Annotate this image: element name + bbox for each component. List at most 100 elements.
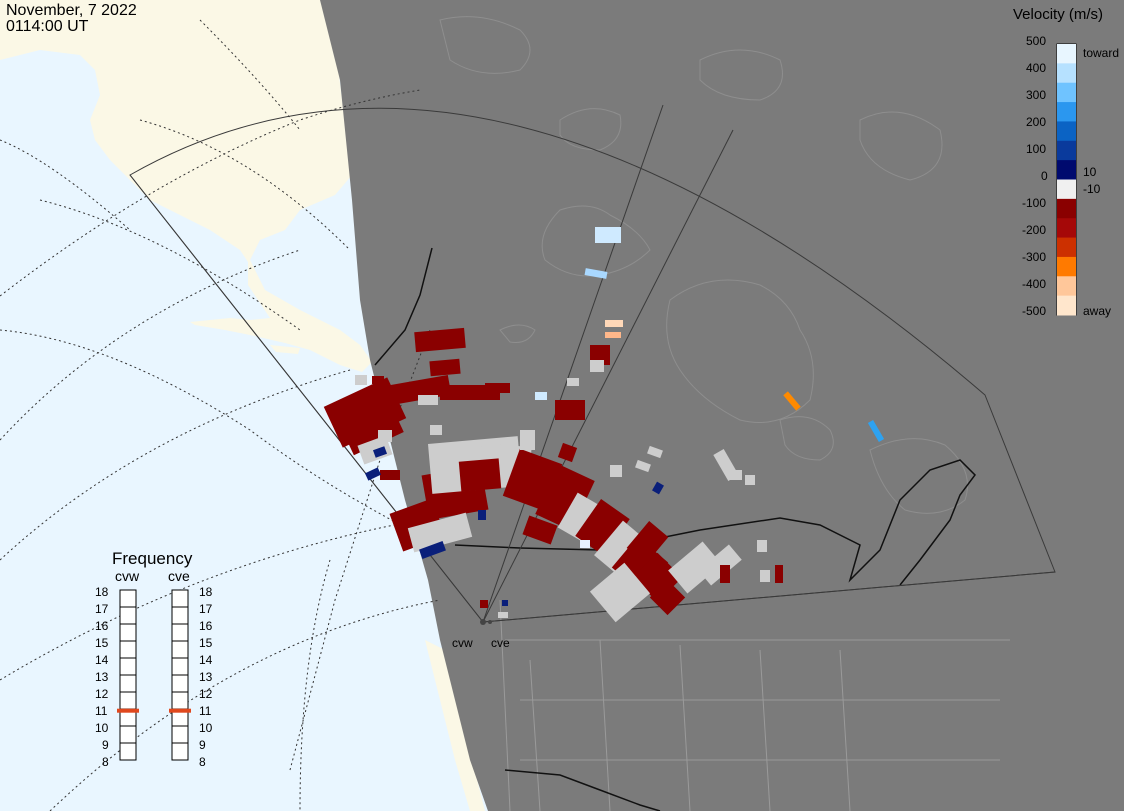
scatter-cell bbox=[647, 445, 663, 459]
velocity-cells bbox=[323, 227, 885, 623]
scatter-cell bbox=[407, 512, 473, 553]
scatter-cell bbox=[635, 459, 651, 473]
scatter-cell bbox=[522, 515, 558, 545]
scatter-cell bbox=[341, 404, 404, 456]
frequency-scale-label: 12 bbox=[95, 687, 109, 701]
scatter-cell bbox=[414, 327, 466, 353]
colorbar-tick: 300 bbox=[1026, 88, 1047, 102]
scatter-cell bbox=[745, 475, 755, 485]
scatter-cell bbox=[652, 481, 664, 495]
scatter-cell bbox=[380, 470, 400, 480]
frequency-scale-label: 18 bbox=[95, 585, 109, 599]
scatter-cell bbox=[595, 227, 621, 243]
scatter-cell bbox=[418, 395, 438, 405]
colorbar-title: Velocity (m/s) bbox=[1013, 6, 1104, 23]
scatter-cell bbox=[458, 458, 502, 492]
scatter-cell bbox=[498, 612, 508, 618]
frequency-scale-label: 18 bbox=[199, 585, 213, 599]
scatter-cell bbox=[555, 400, 585, 420]
radar-label-cvw: cvw bbox=[452, 636, 473, 650]
scatter-cell bbox=[590, 360, 604, 372]
frequency-scale-label: 14 bbox=[95, 653, 109, 667]
frequency-radar-label: cve bbox=[168, 568, 190, 584]
scatter-cell bbox=[610, 465, 622, 477]
frequency-scale-label: 11 bbox=[199, 704, 212, 718]
scatter-cell bbox=[605, 320, 623, 327]
colorbar-band bbox=[1057, 295, 1076, 316]
scatter-cell bbox=[502, 600, 508, 606]
scatter-cell bbox=[372, 446, 388, 458]
radar-site-marker bbox=[488, 620, 492, 624]
colorbar-tick: -200 bbox=[1022, 223, 1047, 237]
colorbar-tick: 0 bbox=[1041, 169, 1048, 183]
scatter-cell bbox=[605, 332, 621, 338]
frequency-scale-label: 13 bbox=[95, 670, 109, 684]
scatter-cell bbox=[535, 464, 595, 531]
scatter-cell bbox=[760, 570, 770, 582]
frequency-scale-label: 15 bbox=[95, 636, 109, 650]
scatter-cell bbox=[730, 470, 742, 480]
colorbar-tick: -300 bbox=[1022, 250, 1047, 264]
scatter-cell bbox=[580, 540, 590, 548]
colorbar-tick: 500 bbox=[1026, 34, 1047, 48]
scatter-cell bbox=[372, 376, 384, 384]
frequency-indicator bbox=[117, 708, 139, 713]
scatter-cell bbox=[589, 562, 651, 623]
colorbar-away-label: away bbox=[1083, 304, 1112, 318]
frequency-scale-label: 11 bbox=[95, 704, 108, 718]
land-day-coast bbox=[425, 640, 485, 811]
coastlines bbox=[439, 16, 968, 514]
scatter-cell bbox=[429, 358, 461, 377]
colorbar-band bbox=[1057, 63, 1076, 84]
scatter-cell bbox=[720, 565, 730, 583]
scatter-cell bbox=[430, 425, 442, 435]
frequency-scale-label: 16 bbox=[199, 619, 213, 633]
frequency-scale-label: 9 bbox=[199, 738, 206, 752]
colorbar-toward-label: toward bbox=[1083, 46, 1120, 60]
scatter-cell bbox=[355, 375, 367, 385]
colorbar-band bbox=[1057, 218, 1076, 239]
scatter-cell bbox=[485, 383, 510, 393]
scatter-cell bbox=[567, 378, 579, 386]
frequency-scale-label: 15 bbox=[199, 636, 213, 650]
scatter-cell bbox=[584, 268, 608, 279]
scatter-cell bbox=[867, 419, 885, 443]
colorbar-tick: -100 bbox=[1022, 196, 1047, 210]
colorbar-band bbox=[1057, 44, 1076, 64]
frequency-scale-label: 13 bbox=[199, 670, 213, 684]
radar-label-cve: cve bbox=[491, 636, 510, 650]
colorbar-tick: -500 bbox=[1022, 304, 1047, 318]
frequency-scale-label: 16 bbox=[95, 619, 109, 633]
frequency-title: Frequency bbox=[112, 549, 193, 568]
frequency-bars bbox=[117, 589, 191, 761]
scatter-cell bbox=[480, 600, 488, 608]
scatter-cell bbox=[378, 430, 392, 442]
velocity-colorbar bbox=[1056, 43, 1077, 316]
us-canada-border bbox=[454, 459, 976, 586]
scatter-cell bbox=[557, 442, 578, 463]
frequency-indicator bbox=[169, 708, 191, 713]
scatter-cell bbox=[757, 540, 767, 552]
colorbar-band bbox=[1057, 121, 1076, 142]
frequency-scale-label: 14 bbox=[199, 653, 213, 667]
frequency-radar-label: cvw bbox=[115, 568, 140, 584]
colorbar-band bbox=[1057, 276, 1076, 297]
colorbar-band bbox=[1057, 237, 1076, 258]
frequency-scale-label: 10 bbox=[199, 721, 213, 735]
date-label: November, 7 2022 bbox=[6, 2, 137, 19]
land-day-island bbox=[270, 345, 300, 354]
colorbar-band bbox=[1057, 179, 1076, 200]
frequency-scale-label: 12 bbox=[199, 687, 213, 701]
time-label: 0114:00 UT bbox=[6, 18, 89, 35]
frequency-scale-label: 10 bbox=[95, 721, 109, 735]
graticule bbox=[0, 19, 441, 811]
us-mexico-border bbox=[504, 769, 661, 811]
colorbar-band bbox=[1057, 102, 1076, 122]
radar-site-marker bbox=[480, 619, 486, 625]
scatter-cell bbox=[626, 521, 669, 564]
scatter-cell bbox=[668, 541, 722, 594]
colorbar-tick: -400 bbox=[1022, 277, 1047, 291]
scatter-cell bbox=[478, 510, 486, 520]
scatter-cell bbox=[783, 391, 801, 411]
